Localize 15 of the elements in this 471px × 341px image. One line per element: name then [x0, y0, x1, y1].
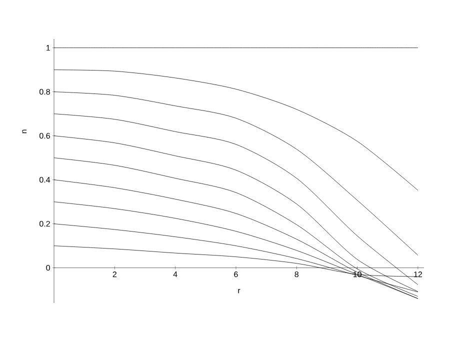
line-series [54, 92, 418, 256]
y-tick-label: 0 [46, 264, 50, 271]
x-tick-label: 12 [414, 272, 422, 278]
y-tick-label: 0.8 [39, 88, 50, 95]
y-tick-label: 0.4 [39, 176, 50, 183]
line-series [54, 70, 418, 191]
x-axis-title: r [238, 288, 240, 294]
x-tick-label: 4 [173, 272, 178, 278]
y-axis-title: u [22, 130, 27, 134]
y-tick-label: 0.2 [39, 220, 50, 227]
x-tick-label: 2 [112, 272, 116, 278]
x-tick-label: 6 [234, 272, 238, 278]
y-tick-label: 0.6 [39, 132, 50, 139]
y-tick-label: 1 [46, 45, 50, 51]
x-tick-label: 8 [294, 272, 298, 278]
